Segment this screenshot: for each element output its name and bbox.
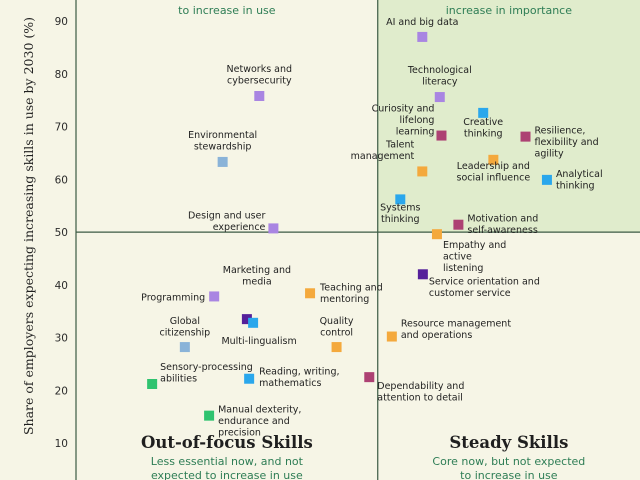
point-label-creative-thinking: Creative thinking xyxy=(463,117,503,140)
point-label-motivation-and-self-awareness: Motivation and self-awareness xyxy=(467,214,538,237)
y-axis-label: Share of employers expecting increasing … xyxy=(21,17,36,435)
point-label-talent-management: Talent management xyxy=(351,139,415,162)
point-label-manual-dexterity-endurance-and-precision: Manual dexterity, endurance and precision xyxy=(218,405,301,439)
point-label-systems-thinking: Systems thinking xyxy=(380,202,420,225)
point-marker-programming xyxy=(209,291,220,302)
bottom-left-quadrant-title: Out-of-focus Skills xyxy=(141,433,313,452)
y-tick-label: 30 xyxy=(55,333,68,345)
top-right-quadrant-subtitle: increase in importance xyxy=(446,4,572,17)
bottom-right-quadrant-subtitle: Core now, but not expected to increase in… xyxy=(432,455,585,480)
point-label-analytical-thinking: Analytical thinking xyxy=(556,169,603,192)
bottom-right-quadrant-title: Steady Skills xyxy=(449,433,568,452)
point-label-teaching-and-mentoring: Teaching and mentoring xyxy=(319,282,383,305)
point-label-sensory-processing-abilities: Sensory-processing abilities xyxy=(160,362,253,385)
point-label-leadership-and-social-influence: Leadership and social influence xyxy=(457,161,531,184)
point-marker-quality-control xyxy=(331,342,342,353)
point-label-design-and-user-experience: Design and user experience xyxy=(188,210,266,233)
y-axis: 10 20 30 40 50 60 70 80 90 xyxy=(55,16,68,450)
y-tick-label: 50 xyxy=(55,227,68,239)
point-marker-global-citizenship xyxy=(179,342,190,353)
point-marker-manual-dexterity-endurance-and-precision xyxy=(204,410,215,421)
point-label-dependability-and-attention-to-detail: Dependability and attention to detail xyxy=(377,381,464,404)
y-tick-label: 90 xyxy=(55,16,68,28)
bottom-left-quadrant-subtitle: Less essential now, and not expected to i… xyxy=(151,455,304,480)
quadrant-labels: to increase in use increase in importance… xyxy=(141,4,585,480)
point-label-marketing-and-media: Marketing and media xyxy=(223,265,291,288)
point-marker-marketing-and-media xyxy=(241,314,252,325)
point-marker-analytical-thinking xyxy=(541,174,552,185)
point-label-global-citizenship: Global citizenship xyxy=(159,316,210,339)
point-marker-environmental-stewardship xyxy=(217,156,228,167)
point-label-ai-and-big-data: AI and big data xyxy=(386,17,458,28)
point-marker-leadership-and-social-influence xyxy=(488,154,499,165)
point-marker-ai-and-big-data xyxy=(417,31,428,42)
point-marker-design-and-user-experience xyxy=(268,223,279,234)
point-label-quality-control: Quality control xyxy=(320,316,354,339)
point-label-technological-literacy: Technological literacy xyxy=(407,65,472,88)
point-marker-motivation-and-self-awareness xyxy=(453,219,464,230)
point-marker-networks-and-cybersecurity xyxy=(254,91,265,101)
y-tick-label: 10 xyxy=(55,438,68,450)
point-marker-resilience-flexibility-and-agility xyxy=(520,131,531,142)
point-label-empathy-and-active-listening: Empathy and active listening xyxy=(443,240,506,274)
point-marker-curiosity-and-lifelong-learning xyxy=(436,130,447,141)
point-label-resource-management-and-operations: Resource management and operations xyxy=(401,319,511,342)
y-tick-label: 40 xyxy=(55,280,68,292)
point-marker-creative-thinking xyxy=(478,107,489,118)
point-label-resilience-flexibility-and-agility: Resilience, flexibility and agility xyxy=(535,126,599,160)
y-tick-label: 70 xyxy=(55,122,68,134)
point-marker-service-orientation-and-customer-service xyxy=(417,269,428,280)
y-tick-label: 20 xyxy=(55,385,68,397)
point-marker-teaching-and-mentoring xyxy=(305,288,316,299)
point-label-multi-lingualism: Multi-lingualism xyxy=(221,336,296,347)
point-marker-resource-management-and-operations xyxy=(386,331,397,342)
y-tick-label: 80 xyxy=(55,69,68,81)
point-marker-reading-writing-mathematics xyxy=(244,373,255,384)
point-label-service-orientation-and-customer-service: Service orientation and customer service xyxy=(429,276,540,299)
point-label-environmental-stewardship: Environmental stewardship xyxy=(188,130,257,153)
quadrant-dividers xyxy=(75,0,640,480)
point-marker-multi-lingualism xyxy=(248,317,259,328)
top-left-quadrant-subtitle: to increase in use xyxy=(178,4,276,17)
point-marker-technological-literacy xyxy=(434,92,445,103)
y-tick-label: 60 xyxy=(55,174,68,186)
point-marker-empathy-and-active-listening xyxy=(431,229,442,240)
point-label-reading-writing-mathematics: Reading, writing, mathematics xyxy=(259,367,339,390)
point-marker-dependability-and-attention-to-detail xyxy=(364,372,375,383)
point-marker-talent-management xyxy=(417,166,428,177)
point-label-curiosity-and-lifelong-learning: Curiosity and lifelong learning xyxy=(372,104,435,138)
point-marker-systems-thinking xyxy=(395,194,406,205)
point-label-programming: Programming xyxy=(141,292,205,303)
data-points: AI and big data Technological literacy Netw… xyxy=(141,17,602,439)
point-label-networks-and-cybersecurity: Networks and cybersecurity xyxy=(227,64,293,87)
point-marker-sensory-processing-abilities xyxy=(147,379,158,389)
